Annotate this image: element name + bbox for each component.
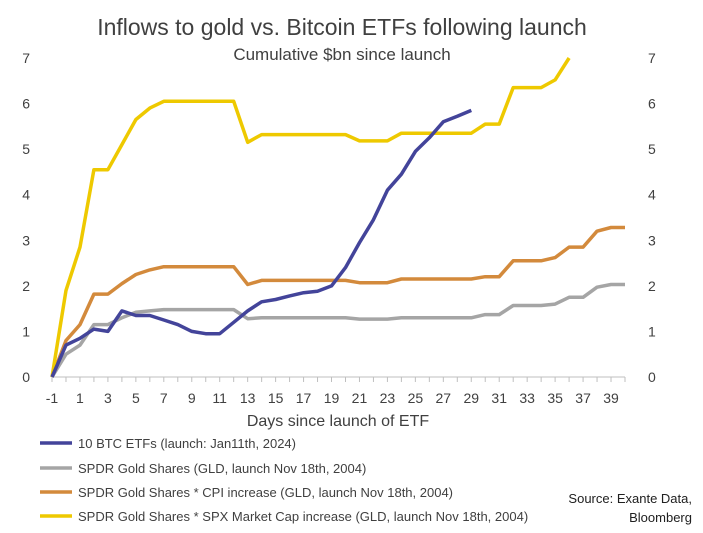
legend: 10 BTC ETFs (launch: Jan11th, 2024) SPDR … <box>40 436 528 524</box>
x-tick-label: 35 <box>547 390 563 406</box>
y-tick-right-label: 3 <box>648 232 656 248</box>
series-line-3 <box>50 57 571 378</box>
y-tick-left-label: 4 <box>22 187 30 203</box>
x-tick-label: 9 <box>188 390 196 406</box>
y-tick-left-label: 0 <box>22 369 30 385</box>
y-tick-left-label: 3 <box>22 232 30 248</box>
y-tick-left-label: 6 <box>22 96 30 112</box>
source-line-2: Bloomberg <box>629 510 692 525</box>
y-tick-right-label: 7 <box>648 50 656 66</box>
y-axis-right: 0 1 2 3 4 5 6 7 <box>648 50 656 385</box>
legend-label: SPDR Gold Shares * CPI increase (GLD, la… <box>78 485 453 500</box>
source-line-1: Source: Exante Data, <box>568 491 692 506</box>
x-tick-label: 15 <box>268 390 284 406</box>
x-axis: -1 1 3 5 7 9 11 13 15 17 19 21 23 25 27 29 31 33 35 37 39 <box>46 376 626 406</box>
y-tick-right-label: 4 <box>648 187 656 203</box>
y-tick-right-label: 0 <box>648 369 656 385</box>
legend-label: SPDR Gold Shares * SPX Market Cap increa… <box>78 509 528 524</box>
x-tick-label: 11 <box>212 390 227 406</box>
x-tick-label: 5 <box>132 390 140 406</box>
y-tick-left-label: 7 <box>22 50 30 66</box>
x-tick-label: 13 <box>240 390 256 406</box>
x-axis-label: Days since launch of ETF <box>247 413 430 430</box>
y-axis-left: 0 1 2 3 4 5 6 7 <box>22 50 30 385</box>
chart-title: Inflows to gold vs. Bitcoin ETFs followi… <box>97 14 587 40</box>
chart-subtitle: Cumulative $bn since launch <box>233 45 450 64</box>
x-tick-label: 27 <box>436 390 452 406</box>
y-tick-left-label: 2 <box>22 278 30 294</box>
y-tick-right-label: 6 <box>648 96 656 112</box>
plot-area <box>50 57 625 378</box>
x-tick-label: 39 <box>603 390 619 406</box>
series-line-0 <box>50 108 472 378</box>
x-tick-label: 19 <box>324 390 340 406</box>
y-tick-right-label: 1 <box>648 323 656 339</box>
x-tick-label: 17 <box>296 390 312 406</box>
x-tick-label: 31 <box>491 390 507 406</box>
y-tick-right-label: 2 <box>648 278 656 294</box>
x-tick-label: 1 <box>76 390 84 406</box>
x-tick-label: 7 <box>160 390 168 406</box>
x-tick-label: 21 <box>352 390 368 406</box>
x-tick-label: 29 <box>463 390 479 406</box>
x-tick-label: 3 <box>104 390 112 406</box>
y-tick-left-label: 1 <box>22 323 30 339</box>
legend-label: 10 BTC ETFs (launch: Jan11th, 2024) <box>78 436 296 451</box>
series-line-2 <box>50 225 625 378</box>
series-line-1 <box>50 282 625 378</box>
x-tick-label: -1 <box>46 390 59 406</box>
y-tick-left-label: 5 <box>22 141 30 157</box>
legend-label: SPDR Gold Shares (GLD, launch Nov 18th, … <box>78 461 366 476</box>
y-tick-right-label: 5 <box>648 141 656 157</box>
x-tick-label: 25 <box>408 390 424 406</box>
x-tick-label: 37 <box>575 390 591 406</box>
x-tick-label: 23 <box>380 390 396 406</box>
x-tick-label: 33 <box>519 390 535 406</box>
